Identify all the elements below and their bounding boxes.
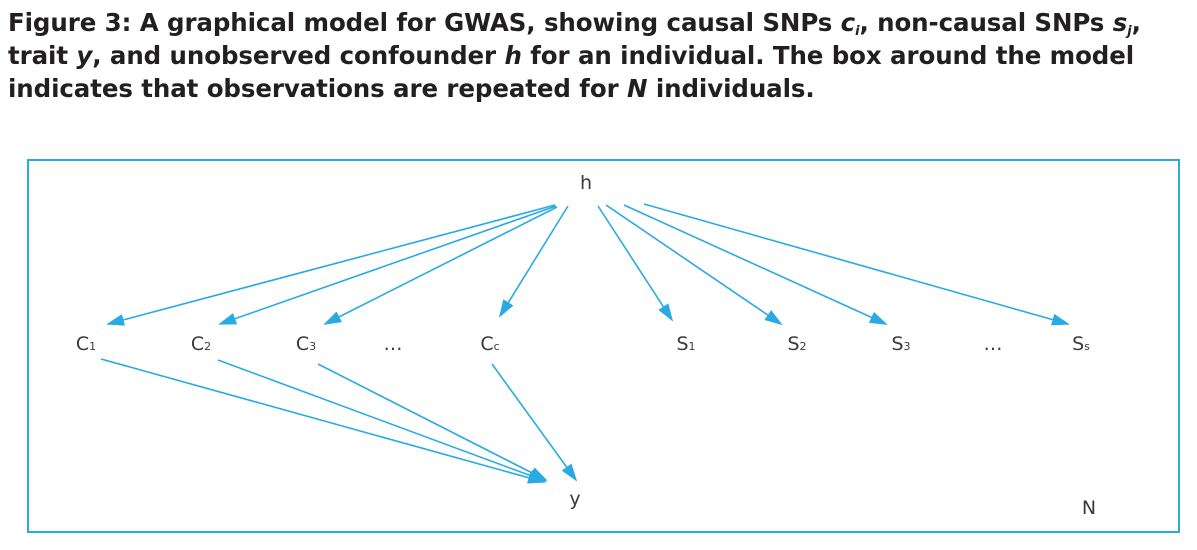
caption-part3: , trait	[8, 8, 1141, 70]
edge-h-c3	[323, 206, 558, 325]
caption-h-var: h	[504, 41, 522, 70]
edge-h-ss	[643, 203, 1070, 326]
caption-n-var: N	[627, 74, 648, 103]
node-c-ellipsis: …	[384, 333, 403, 355]
node-s2: S2	[787, 333, 806, 355]
node-h: h	[580, 172, 592, 194]
figure-caption: Figure 3: A graphical model for GWAS, sh…	[8, 6, 1188, 105]
caption-s-var: s	[1112, 8, 1128, 37]
node-y: y	[569, 488, 580, 510]
caption-part6: individuals.	[647, 74, 815, 103]
caption-c-sub: i	[855, 24, 860, 39]
nodes-group: h C1 C2 C3 … Cc S1 S2 S3 … Ss y N	[76, 172, 1096, 519]
node-ss: Ss	[1072, 333, 1090, 355]
node-c2: C2	[191, 333, 211, 355]
caption-part4: , and unobserved confounder	[92, 41, 505, 70]
edge-h-cc	[498, 205, 569, 318]
edge-h-s2	[605, 204, 783, 326]
edge-h-c2	[218, 205, 557, 325]
edge-c2-y	[217, 359, 547, 482]
caption-part1: Figure 3: A graphical model for GWAS, sh…	[8, 8, 841, 37]
caption-part5: for an individual. The box around the mo…	[8, 41, 1135, 103]
node-cc: Cc	[480, 333, 499, 355]
node-s-ellipsis: …	[984, 333, 1003, 355]
edge-cc-y	[491, 363, 578, 482]
edge-c3-y	[317, 363, 548, 481]
node-s3: S3	[891, 333, 910, 355]
edge-h-s1	[597, 205, 674, 322]
caption-part2: , non-causal SNPs	[859, 8, 1113, 37]
caption-y-var: y	[76, 41, 93, 70]
caption-s-sub: j	[1127, 24, 1132, 39]
node-c1: C1	[76, 333, 96, 355]
edge-h-s3	[623, 204, 888, 325]
edge-h-c1	[106, 204, 556, 326]
node-c3: C3	[296, 333, 316, 355]
node-s1: S1	[676, 333, 695, 355]
caption-c-var: c	[840, 8, 856, 37]
plate-label-n: N	[1082, 497, 1096, 519]
edge-c1-y	[100, 358, 546, 484]
edges-group	[100, 203, 1070, 484]
plate-box	[27, 159, 1180, 533]
